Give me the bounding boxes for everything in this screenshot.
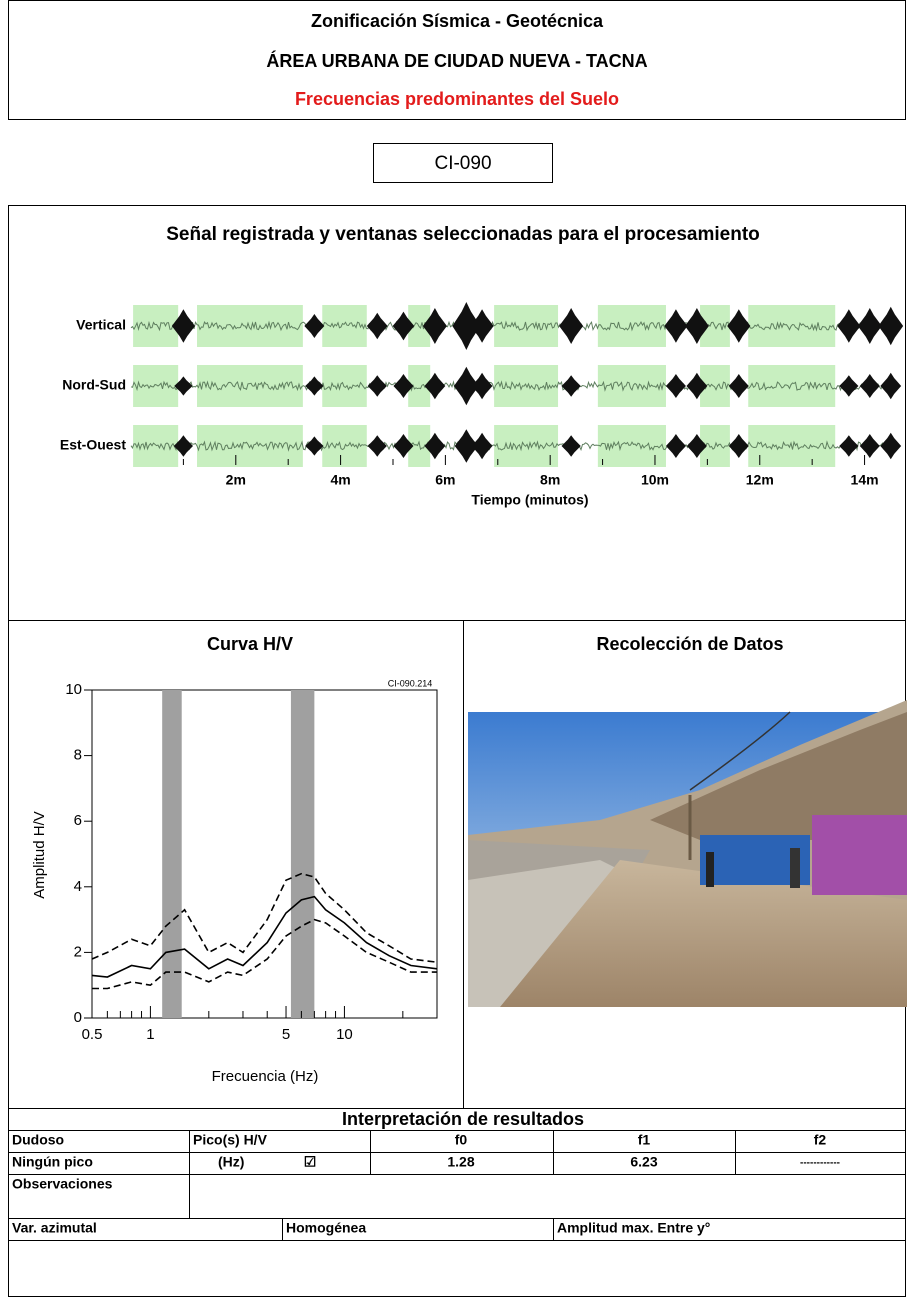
x-tick-label: 8m <box>540 472 560 488</box>
burst <box>860 374 880 398</box>
burst <box>729 434 749 458</box>
y-tick-label: 2 <box>74 943 82 960</box>
cell: 6.23 <box>630 1154 657 1170</box>
burst <box>839 375 858 397</box>
x-tick-label: 14m <box>851 472 879 488</box>
signal-section <box>9 206 906 621</box>
burst <box>666 434 686 458</box>
cell: Pico(s) H/V <box>193 1132 268 1148</box>
y-tick-label: 0 <box>74 1009 82 1026</box>
burst <box>368 375 387 397</box>
cell: Dudoso <box>12 1132 64 1148</box>
burst <box>878 307 903 345</box>
table-title: Interpretación de resultados <box>342 1109 584 1129</box>
x-axis-label: Frecuencia (Hz) <box>212 1068 319 1085</box>
x-axis-label: Tiempo (minutos) <box>471 492 588 508</box>
window <box>322 365 367 407</box>
x-tick-label: 12m <box>746 472 774 488</box>
y-tick-label: 10 <box>65 681 82 698</box>
window <box>598 305 666 347</box>
burst <box>559 308 583 344</box>
y-tick-label: 6 <box>74 812 82 829</box>
window <box>598 365 666 407</box>
field-photo <box>468 700 907 1007</box>
y-tick-label: 8 <box>74 747 82 764</box>
cell: f2 <box>814 1132 827 1148</box>
cell: Homogénea <box>286 1220 366 1236</box>
cell: f0 <box>455 1132 468 1148</box>
x-tick-label: 10 <box>336 1026 353 1043</box>
y-tick-label: 4 <box>74 878 82 895</box>
plot-area <box>92 690 437 1018</box>
burst <box>664 309 687 343</box>
signal-title: Señal registrada y ventanas seleccionada… <box>166 224 760 245</box>
burst <box>727 309 750 343</box>
channel-label: Vertical <box>76 317 126 333</box>
header-red: Frecuencias predominantes del Suelo <box>295 89 619 109</box>
burst <box>880 373 901 399</box>
burst <box>304 314 324 338</box>
cell: Amplitud max. Entre y° <box>557 1220 710 1236</box>
x-tick-label: 5 <box>282 1026 290 1043</box>
burst <box>860 434 880 458</box>
burst <box>562 435 581 457</box>
channel-label: Nord-Sud <box>62 377 126 393</box>
photo-title: Recolección de Datos <box>596 634 783 654</box>
station-code: CI-090 <box>434 153 491 174</box>
burst <box>305 376 323 395</box>
burst <box>837 309 860 343</box>
burst <box>470 309 493 343</box>
hv-note: CI-090.214 <box>388 678 433 688</box>
burst <box>368 435 387 457</box>
burst <box>666 374 686 398</box>
burst <box>472 433 493 459</box>
window <box>197 365 303 407</box>
hv-title: Curva H/V <box>207 634 293 654</box>
burst <box>880 433 901 459</box>
checkbox: ☑ <box>304 1154 317 1170</box>
x-tick-label: 10m <box>641 472 669 488</box>
burst <box>472 373 493 399</box>
cell: Ningún pico <box>12 1154 93 1170</box>
x-tick-label: 4m <box>330 472 350 488</box>
cell: 1.28 <box>447 1154 474 1170</box>
cell: ------------ <box>800 1158 840 1169</box>
channel-label: Est-Ouest <box>60 437 126 453</box>
cell: Var. azimutal <box>12 1220 97 1236</box>
y-axis-label: Amplitud H/V <box>31 811 48 899</box>
window <box>598 425 666 467</box>
burst <box>839 435 858 457</box>
peak-band <box>291 690 314 1018</box>
x-tick-label: 2m <box>226 472 246 488</box>
x-tick-label: 0.5 <box>82 1026 103 1043</box>
peak-band <box>162 690 182 1018</box>
burst <box>729 374 749 398</box>
burst <box>858 308 882 344</box>
header-title: Zonificación Sísmica - Geotécnica <box>311 11 604 31</box>
burst <box>367 313 388 339</box>
x-tick-label: 1 <box>146 1026 154 1043</box>
x-tick-label: 6m <box>435 472 455 488</box>
burst <box>562 375 581 397</box>
cell: f1 <box>638 1132 651 1148</box>
report: Zonificación Sísmica - Geotécnica ÁREA U… <box>0 0 907 1297</box>
cell: (Hz) <box>218 1154 244 1170</box>
burst <box>305 436 323 455</box>
page: {"header":{"line1":"Zonificación Sísmica… <box>0 0 907 1297</box>
cell: Observaciones <box>12 1176 113 1192</box>
header-subtitle: ÁREA URBANA DE CIUDAD NUEVA - TACNA <box>266 50 647 71</box>
